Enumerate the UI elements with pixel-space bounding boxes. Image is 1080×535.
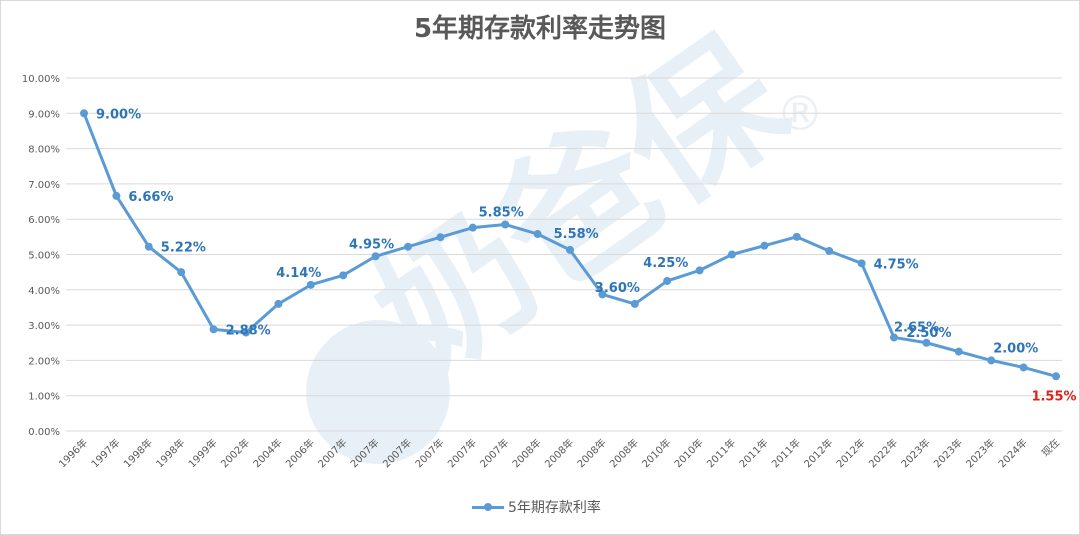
data-label: 3.60% <box>595 281 640 296</box>
data-point <box>436 233 445 242</box>
watermark-logo-icon <box>306 320 450 464</box>
registered-mark: ® <box>776 86 824 142</box>
chart-title: 5年期存款利率走势图 <box>413 14 667 44</box>
data-label: 4.75% <box>874 257 919 272</box>
x-tick-label: 2012年 <box>801 436 835 470</box>
data-point <box>144 242 153 251</box>
data-point <box>760 241 769 250</box>
y-tick-label: 4.00% <box>28 286 60 297</box>
legend-line-marker-icon <box>472 501 504 513</box>
x-tick-label: 2006年 <box>283 436 317 470</box>
data-point <box>566 245 574 254</box>
y-tick-label: 3.00% <box>28 321 60 332</box>
data-label: 5.58% <box>554 227 599 242</box>
data-point <box>501 220 510 229</box>
x-tick-label: 2011年 <box>769 436 803 470</box>
x-tick-label: 2011年 <box>704 436 738 470</box>
x-tick-label: 1996年 <box>56 436 90 470</box>
data-point <box>857 259 866 268</box>
data-point <box>1052 372 1060 381</box>
data-label: 2.00% <box>993 341 1038 356</box>
data-point <box>242 328 250 337</box>
data-point <box>695 266 704 275</box>
x-tick-label: 2004年 <box>250 436 284 470</box>
data-point <box>339 271 348 280</box>
data-label: 5.85% <box>479 205 524 220</box>
data-point <box>825 246 834 255</box>
y-tick-label: 9.00% <box>28 109 60 120</box>
data-point <box>663 276 672 285</box>
y-axis-ticks: 0.00% 1.00% 2.00% 3.00% 4.00% 5.00% 6.00% 7.00%… <box>22 74 60 438</box>
x-tick-label: 2002年 <box>218 436 252 470</box>
data-label: 2.65% <box>894 320 939 335</box>
x-tick-label: 2010年 <box>671 436 705 470</box>
x-tick-label: 2008年 <box>574 436 608 470</box>
data-point <box>80 109 88 118</box>
y-tick-label: 5.00% <box>28 251 60 262</box>
x-tick-label: 1997年 <box>88 436 122 470</box>
x-tick-label: 2011年 <box>736 436 770 470</box>
y-tick-label: 0.00% <box>28 427 60 438</box>
y-tick-label: 10.00% <box>22 74 60 85</box>
data-label: 2.50% <box>906 326 951 341</box>
data-label: 1.55% <box>1031 389 1076 404</box>
x-tick-label: 2023年 <box>931 436 965 470</box>
data-point <box>987 356 996 365</box>
x-tick-label: 现在 <box>1039 437 1062 460</box>
x-axis-ticks: 1996年 1997年 1998年 1998年 1999年 2002年 2004年 2006年… <box>56 436 1062 470</box>
data-label: 4.95% <box>349 237 394 252</box>
legend: 5年期存款利率 <box>472 497 601 517</box>
x-tick-label: 2022年 <box>866 436 900 470</box>
data-point <box>954 347 963 356</box>
data-label: 4.14% <box>276 266 321 281</box>
gridlines <box>66 77 1062 432</box>
data-label: 5.22% <box>161 241 206 256</box>
data-label: 2.88% <box>226 323 271 338</box>
data-point <box>728 250 736 259</box>
data-point <box>371 252 380 261</box>
data-point <box>890 333 898 342</box>
data-label: 4.25% <box>643 256 688 271</box>
x-tick-label: 1998年 <box>121 436 155 470</box>
x-tick-label: 2008年 <box>509 436 543 470</box>
legend-label: 5年期存款利率 <box>508 500 601 516</box>
data-point <box>112 191 121 200</box>
data-point <box>306 280 315 289</box>
x-tick-label: 2007年 <box>445 436 479 470</box>
data-point <box>922 338 931 347</box>
x-tick-label: 1999年 <box>185 436 219 470</box>
x-tick-label: 2023年 <box>898 436 932 470</box>
data-point <box>468 223 477 232</box>
series-5yr-rate <box>80 109 1060 381</box>
y-tick-label: 6.00% <box>28 215 60 226</box>
y-tick-label: 7.00% <box>28 180 60 191</box>
x-tick-label: 1998年 <box>153 436 187 470</box>
data-point <box>209 325 218 334</box>
data-point <box>792 232 801 241</box>
x-tick-label: 2008年 <box>542 436 576 470</box>
data-point <box>533 230 542 239</box>
data-point <box>1019 363 1028 372</box>
x-tick-label: 2023年 <box>963 436 997 470</box>
data-label: 6.66% <box>128 190 173 205</box>
y-tick-label: 8.00% <box>28 145 60 156</box>
x-tick-label: 2024年 <box>995 436 1029 470</box>
data-point <box>404 242 412 251</box>
data-point <box>177 268 186 277</box>
data-labels: 9.00% 6.66% 5.22% 2.88% 4.14% 4.95% 5.85% 5.58%… <box>96 107 1077 404</box>
y-tick-label: 1.00% <box>28 392 60 403</box>
watermark-text: 奶爸保 <box>347 7 817 409</box>
x-tick-label: 2010年 <box>639 436 673 470</box>
x-tick-label: 2007年 <box>477 436 511 470</box>
x-tick-label: 2012年 <box>833 436 867 470</box>
data-label: 9.00% <box>96 107 141 122</box>
x-tick-label: 2008年 <box>607 436 641 470</box>
data-point <box>630 299 639 308</box>
data-point <box>598 290 607 299</box>
y-tick-label: 2.00% <box>28 356 60 367</box>
data-point <box>274 299 283 308</box>
